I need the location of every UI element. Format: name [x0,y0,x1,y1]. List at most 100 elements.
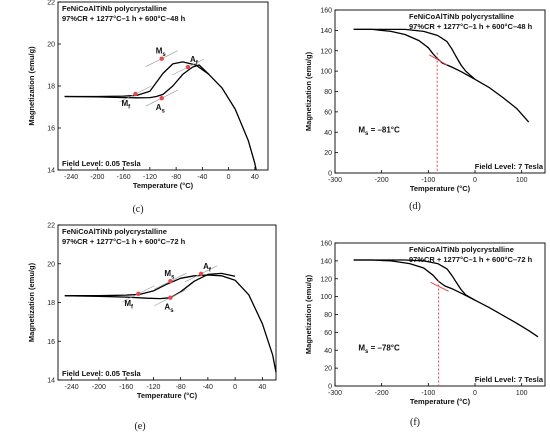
x-axis-label: Temperature (°C) [410,397,471,406]
transition-subscript: s [162,52,166,58]
x-tick-label: -200 [92,384,106,391]
chart-panel-e: -240 -200 -160 -120 -80 -40 0 40 14 16 18 20 22 Tempe… [27,223,277,432]
series-1-line [64,61,257,171]
transition-point-label: Mf [121,99,131,111]
x-tick-label: -200 [375,390,389,397]
ms-annotation: Ms = –78°C [358,343,400,355]
transition-point-marker [133,91,138,97]
transition-subscript: f [209,267,212,273]
x-tick-label: -200 [90,174,104,181]
y-tick-label: 20 [324,366,332,373]
transition-letter: A [203,262,209,271]
series-1-line [353,259,539,338]
y-tick-label: 160 [320,241,332,248]
ms-letter: M [358,343,365,352]
x-tick-label: 0 [473,177,477,184]
transition-letter: M [124,299,131,308]
panel-caption: (d) [409,201,421,212]
chart-title-line: FeNiCoAlTiNb polycrystalline [62,4,167,13]
y-tick-label: 120 [320,48,332,55]
chart-title-line: FeNiCoAlTiNb polycrystalline [62,227,167,236]
y-axis-label: Magnetization (emu/g) [304,51,313,131]
transition-point-marker [168,278,173,284]
series-2-line [353,259,476,301]
ms-tangent-line [430,281,449,292]
x-tick-label: -300 [328,390,342,397]
transition-subscript: f [128,104,131,110]
chart-title-line: 97%CR + 1277°C–1 h + 600°C–72 h [62,237,186,246]
y-tick-label: 120 [320,276,332,283]
panel-caption: (f) [410,417,420,428]
y-tick-label: 20 [47,261,55,268]
transition-letter: M [156,47,163,56]
field-level-label: Field Level: 0.05 Tesla [62,159,141,168]
transition-subscript: s [170,308,174,314]
field-level-label: Field Level: 0.05 Tesla [62,369,141,378]
transition-point-label: Ms [156,47,167,59]
y-tick-label: 14 [47,378,55,385]
transition-subscript: f [131,304,134,310]
y-tick-label: 40 [324,130,332,137]
transition-subscript: s [171,275,175,281]
y-tick-label: 160 [320,8,332,15]
chart-title-line: FeNiCoAlTiNb polycrystalline [409,12,514,21]
x-tick-label: 0 [227,174,231,181]
y-tick-label: 60 [324,109,332,116]
y-axis-label: Magnetization (emu/g) [304,274,313,354]
transition-point-label: As [164,303,174,315]
x-tick-label: -100 [421,390,435,397]
plot-frame [57,1,269,171]
y-tick-label: 18 [47,300,55,307]
x-tick-label: 100 [516,390,528,397]
field-level-label: Field Level: 7 Tesla [475,375,544,384]
y-tick-label: 18 [47,84,55,91]
x-tick-label: -300 [328,177,342,184]
transition-letter: M [164,269,171,278]
ms-tangent-line [428,54,448,66]
chart-title-line: 97%CR + 1277°C–1 h + 600°C–72 h [409,255,533,264]
y-tick-label: 0 [328,384,332,391]
transition-subscript: f [196,61,199,67]
transition-point-marker [198,271,204,277]
x-tick-label: -40 [197,174,207,181]
x-tick-label: 0 [233,384,237,391]
y-tick-label: 80 [324,312,332,319]
y-tick-label: 60 [324,330,332,337]
transition-point-label: Mf [124,299,134,311]
x-axis-label: Temperature (°C) [133,181,194,190]
field-level-label: Field Level: 7 Tesla [475,162,544,171]
y-tick-label: 14 [47,168,55,175]
ms-value: = –78°C [368,343,400,352]
x-tick-label: 40 [258,384,266,391]
chart-title-line: FeNiCoAlTiNb polycrystalline [409,245,514,254]
chart-panel-c: -240 -200 -160 -120 -80 -40 0 40 14 16 18 20 22 Tempe… [27,0,269,215]
x-axis-label: Temperature (°C) [410,184,471,193]
series-1-line [353,28,530,123]
y-tick-label: 100 [320,294,332,301]
ms-value: = –81°C [368,125,400,134]
transition-point-label: Ms [164,269,175,281]
x-tick-label: 100 [516,177,528,184]
x-tick-label: -160 [119,384,133,391]
y-tick-label: 22 [47,223,55,230]
x-tick-label: -80 [176,384,186,391]
chart-panel-f: -300 -200 -100 0 100 0 20 40 60 80 100 120 140 160 Tem… [304,241,546,428]
series-1-line [64,274,277,373]
series-2-line [64,272,236,300]
y-tick-label: 40 [324,348,332,355]
plot-frame [334,9,546,174]
series-2-line [64,64,210,99]
chart-panel-d: -300 -200 -100 0 100 0 20 40 60 80 100 120 140 160 Tem… [304,8,546,212]
transition-point-label: Af [190,55,199,67]
transition-point-marker [168,295,173,300]
transition-letter: A [156,103,162,112]
transition-point-label: As [156,103,166,115]
x-tick-label: -240 [64,174,78,181]
y-axis-label: Magnetization (emu/g) [27,46,36,126]
series-2-line [353,28,476,80]
transition-letter: A [190,55,196,64]
transition-point-label: Af [203,262,212,274]
y-tick-label: 16 [47,339,55,346]
x-tick-label: -40 [203,384,213,391]
